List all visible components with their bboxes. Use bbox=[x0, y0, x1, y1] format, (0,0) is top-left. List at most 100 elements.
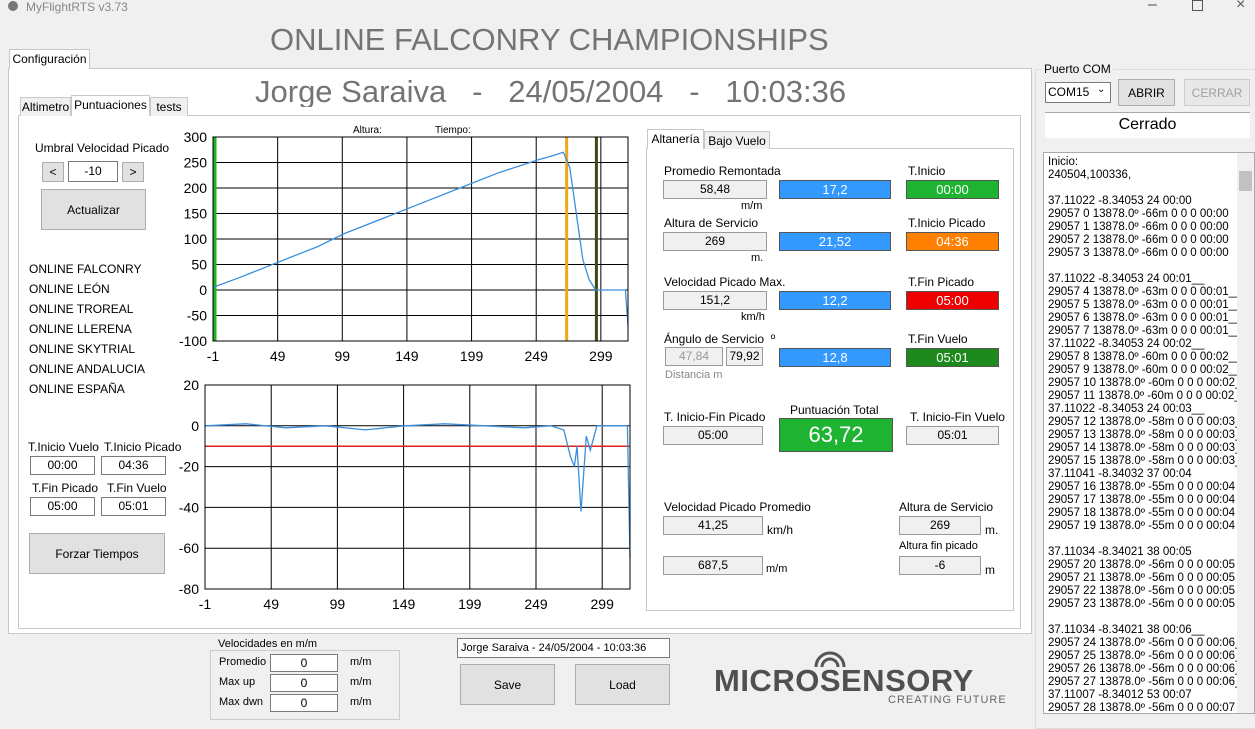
log-line: 29057 28 13878.0º -56m 0 0 0 00:07 bbox=[1048, 702, 1236, 714]
log-line: 29057 14 13878.0º -58m 0 0 0 00:03__ bbox=[1048, 442, 1248, 454]
championship: ONLINE LEÓN bbox=[29, 282, 110, 296]
label: Umbral Velocidad Picado bbox=[35, 141, 170, 155]
port-select[interactable]: COM15 bbox=[1045, 82, 1111, 103]
unit: m. bbox=[985, 523, 999, 537]
score: 12,2 bbox=[779, 291, 891, 310]
label: T.Fin Vuelo bbox=[107, 481, 167, 495]
y-tick-label: -50 bbox=[187, 308, 207, 324]
log-group: 37.11034 -8.34021 38 00:05 29057 20 13878… bbox=[1048, 546, 1238, 611]
input[interactable]: 0 bbox=[270, 654, 338, 672]
session-select[interactable]: Jorge Saraiva - 24/05/2004 - 10:03:36 bbox=[457, 638, 670, 658]
app-icon bbox=[8, 1, 18, 11]
tab[interactable]: Configuración bbox=[9, 49, 90, 69]
field: 687,5 bbox=[663, 556, 763, 575]
button[interactable]: Save bbox=[460, 664, 555, 705]
log[interactable]: Inicio: 240504,100336, 37.11022 -8.34053 2… bbox=[1043, 152, 1255, 714]
log-line: 37.11022 -8.34053 24 00:02__ bbox=[1048, 338, 1205, 350]
field: 47,84 bbox=[665, 347, 723, 366]
y-tick-label: -100 bbox=[179, 333, 207, 349]
input[interactable]: 05:00 bbox=[30, 497, 95, 516]
log-text: Inicio: 240504,100336, 37.11022 -8.34053 2… bbox=[1044, 153, 1248, 714]
log-line: 37.11041 -8.34032 37 00:04 bbox=[1048, 468, 1192, 480]
maximize[interactable] bbox=[1192, 0, 1203, 11]
log-line: 29057 15 13878.0º -58m 0 0 0 00:03__ bbox=[1048, 455, 1248, 467]
button[interactable]: ABRIR bbox=[1118, 79, 1175, 106]
unit: km/h bbox=[741, 311, 765, 323]
x-tick-label: 199 bbox=[460, 348, 484, 364]
input[interactable]: -10 bbox=[68, 161, 118, 182]
tab[interactable]: Altimetro bbox=[20, 97, 71, 116]
y-tick-label: 20 bbox=[183, 377, 199, 393]
y-tick-label: -80 bbox=[179, 581, 199, 597]
unit: m/m bbox=[766, 563, 788, 575]
log-line: 29057 3 13878.0º -66m 0 0 0 00:00 bbox=[1048, 247, 1229, 259]
label: Altura fin picado bbox=[899, 540, 978, 552]
button[interactable]: CERRAR bbox=[1184, 79, 1250, 106]
tab[interactable]: Altanería bbox=[647, 129, 704, 149]
button[interactable]: Load bbox=[575, 664, 670, 705]
score: 12,8 bbox=[779, 348, 891, 367]
button[interactable]: > bbox=[122, 162, 144, 182]
log-line: 29057 11 13878.0º -60m 0 0 0 00:02__ bbox=[1048, 390, 1248, 402]
score: 21,52 bbox=[779, 232, 891, 251]
log-line: 29057 1 13878.0º -66m 0 0 0 00:00 bbox=[1048, 221, 1229, 233]
tagline: CREATING FUTURE bbox=[888, 694, 1007, 706]
log-line: 29057 16 13878.0º -55m 0 0 0 00:04 bbox=[1048, 481, 1236, 493]
time: 05:01 bbox=[906, 348, 999, 367]
button[interactable]: < bbox=[42, 162, 64, 182]
flight-info: Jorge Saraiva - 24/05/2004 - 10:03:36 bbox=[255, 74, 847, 107]
championship: ONLINE ESPAÑA bbox=[29, 382, 125, 396]
log-line: 29057 27 13878.0º -56m 0 0 0 00:06__ bbox=[1048, 676, 1248, 688]
scores-panel bbox=[18, 115, 1021, 629]
tab[interactable]: Puntuaciones bbox=[71, 95, 150, 116]
input[interactable]: 0 bbox=[270, 694, 338, 712]
y-tick-label: 200 bbox=[184, 180, 208, 196]
plot-frame bbox=[212, 136, 629, 342]
status: Cerrado bbox=[1045, 112, 1250, 138]
button[interactable]: Actualizar bbox=[41, 189, 146, 230]
label: Altura de Servicio bbox=[664, 216, 759, 230]
log-group: 37.11022 -8.34053 24 00:00 29057 0 13878.… bbox=[1048, 195, 1238, 260]
data-line bbox=[204, 423, 631, 559]
log-group: 37.11022 -8.34053 24 00:01__ 29057 4 1387… bbox=[1048, 273, 1248, 533]
label: T.Fin Picado bbox=[908, 275, 975, 289]
label: Promedio Remontada bbox=[664, 164, 781, 178]
unit: km/h bbox=[767, 523, 794, 537]
time: 04:36 bbox=[906, 232, 999, 251]
field: 269 bbox=[899, 516, 981, 535]
y-tick-label: 50 bbox=[191, 257, 207, 273]
log-line: 29057 5 13878.0º -63m 0 0 0 00:01__ bbox=[1048, 299, 1242, 311]
y-tick-label: -20 bbox=[179, 459, 199, 475]
annotation: Tiempo: bbox=[435, 125, 471, 136]
x-tick-label: 49 bbox=[263, 596, 279, 612]
y-tick-label: 250 bbox=[184, 155, 208, 171]
log-line: 29057 23 13878.0º -56m 0 0 0 00:05 bbox=[1048, 598, 1236, 610]
minimize[interactable]: – bbox=[1148, 0, 1157, 13]
unit: m bbox=[985, 563, 995, 577]
y-tick-label: 0 bbox=[191, 418, 199, 434]
log-line: 29057 20 13878.0º -56m 0 0 0 00:05 bbox=[1048, 559, 1236, 571]
label: Max dwn bbox=[219, 696, 264, 708]
input[interactable]: 04:36 bbox=[101, 456, 166, 475]
close[interactable]: × bbox=[1236, 0, 1246, 13]
log-line: 37.11022 -8.34053 24 00:03__ bbox=[1048, 403, 1205, 415]
field: -6 bbox=[899, 556, 981, 575]
input[interactable]: 05:01 bbox=[101, 497, 166, 516]
tab[interactable]: Bajo Vuelo bbox=[704, 131, 770, 149]
log-line: 240504,100336, bbox=[1048, 169, 1132, 181]
log-line: 29057 22 13878.0º -56m 0 0 0 00:05 bbox=[1048, 585, 1236, 597]
scrollbar[interactable] bbox=[1237, 153, 1254, 713]
label: Velocidad Picado Max. bbox=[664, 275, 786, 289]
input[interactable]: 0 bbox=[270, 674, 338, 692]
button[interactable]: Forzar Tiempos bbox=[29, 533, 165, 574]
time: 05:00 bbox=[906, 291, 999, 310]
annotation: Altura: bbox=[353, 125, 382, 136]
tab[interactable]: tests bbox=[150, 97, 188, 116]
input[interactable]: 00:00 bbox=[30, 456, 95, 475]
x-tick-label: 249 bbox=[524, 596, 548, 612]
log-line: 37.11022 -8.34053 24 00:00 bbox=[1048, 195, 1192, 207]
x-tick-label: 99 bbox=[330, 596, 346, 612]
score: 17,2 bbox=[779, 180, 891, 199]
altaneria-panel bbox=[646, 148, 1014, 611]
label: T.Fin Picado bbox=[32, 481, 99, 495]
